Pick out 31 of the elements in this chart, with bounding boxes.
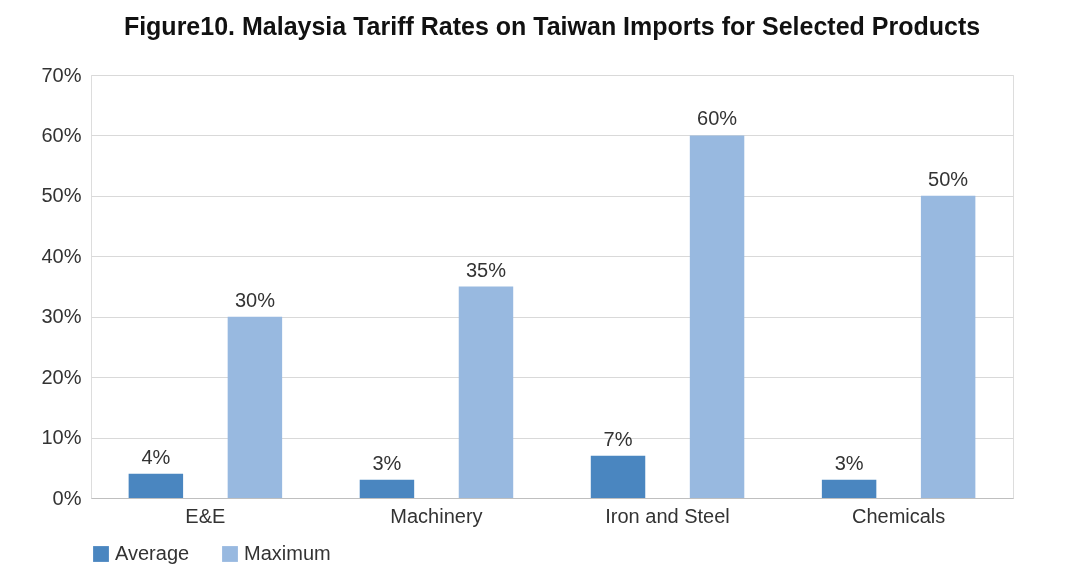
y-tick-label: 40%	[41, 244, 82, 267]
legend-label: Maximum	[244, 542, 331, 564]
y-tick-label: 0%	[52, 486, 82, 509]
data-label: 3%	[372, 451, 402, 474]
x-tick-label: Chemicals	[851, 504, 946, 527]
x-tick-label: Iron and Steel	[605, 504, 730, 527]
data-label: 50%	[928, 167, 969, 190]
y-tick-label: 60%	[41, 123, 82, 146]
bar	[821, 479, 877, 498]
bar	[359, 479, 415, 498]
bar	[128, 473, 184, 498]
data-label: 4%	[141, 445, 171, 468]
bar	[689, 135, 745, 498]
y-tick-label: 10%	[41, 426, 82, 449]
y-tick-label: 30%	[41, 305, 82, 328]
chart-title: Figure10. Malaysia Tariff Rates on Taiwan Imports for Selected Products	[123, 12, 981, 40]
data-label: 35%	[465, 258, 507, 281]
x-tick-label: Machinery	[390, 504, 483, 527]
data-label: 3%	[834, 451, 864, 474]
data-label: 30%	[234, 288, 276, 311]
bar	[227, 316, 283, 498]
legend-label: Average	[115, 542, 190, 564]
y-tick-label: 50%	[41, 184, 82, 207]
data-label: 7%	[603, 427, 633, 450]
x-tick-label: E&E	[185, 504, 226, 527]
data-label: 60%	[697, 107, 738, 130]
bar	[920, 195, 976, 498]
bar	[458, 286, 514, 498]
bar	[590, 455, 646, 498]
y-tick-label: 20%	[41, 365, 82, 388]
y-tick-label: 70%	[41, 63, 82, 86]
